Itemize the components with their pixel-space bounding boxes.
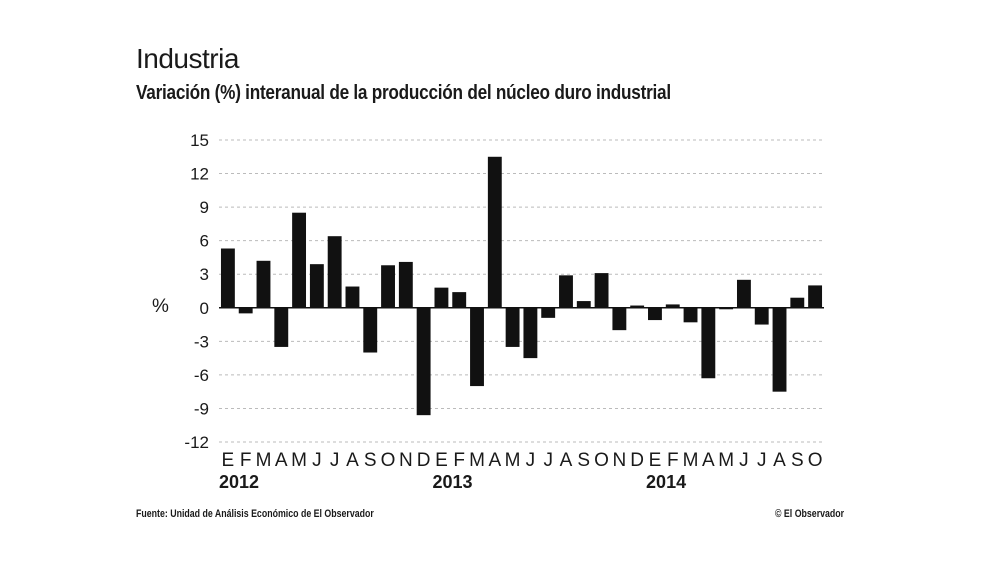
bar (434, 287, 449, 308)
bar (790, 297, 805, 308)
copyright-note: © El Observador (775, 508, 845, 520)
bar (363, 307, 378, 353)
y-tick-label: -3 (194, 332, 209, 351)
bar (452, 292, 467, 308)
x-tick-label: M (683, 450, 699, 471)
x-tick-label: A (346, 450, 359, 471)
bar (487, 156, 502, 308)
bar (220, 248, 235, 308)
bar (594, 273, 609, 308)
x-tick-label: F (453, 450, 465, 471)
x-tick-label: A (488, 450, 501, 471)
x-tick-label: S (791, 450, 804, 471)
bar (541, 307, 556, 318)
bar (416, 307, 431, 416)
bar (559, 275, 573, 308)
x-tick-label: O (594, 450, 609, 471)
x-tick-label: M (469, 450, 485, 471)
bar (665, 304, 680, 308)
bar (345, 286, 360, 308)
x-tick-label: D (630, 450, 644, 471)
y-axis: 15 12 9 6 3 0 -3 -6 -9 -12 (184, 131, 209, 452)
bar (719, 307, 734, 310)
y-tick-label: -6 (194, 366, 209, 385)
bar (523, 307, 538, 359)
x-tick-label: D (417, 450, 431, 471)
bar (612, 307, 627, 331)
x-tick-label: A (702, 450, 715, 471)
x-tick-label: A (275, 450, 288, 471)
x-tick-label: J (757, 450, 767, 471)
year-label: 2013 (433, 472, 473, 492)
bar (238, 307, 253, 314)
x-tick-label: E (435, 450, 448, 471)
x-tick-label: A (773, 450, 786, 471)
y-tick-label: 3 (200, 265, 209, 284)
bar (648, 307, 662, 321)
y-tick-label: 6 (200, 232, 209, 251)
y-tick-label: 15 (190, 131, 209, 150)
x-tick-label: J (312, 450, 322, 471)
y-tick-label: 12 (190, 165, 209, 184)
bar (309, 264, 324, 308)
bar (808, 285, 823, 308)
y-tick-label: -9 (194, 399, 209, 418)
x-tick-label: O (381, 450, 396, 471)
y-tick-label: 0 (200, 299, 209, 318)
bar (381, 265, 395, 308)
x-tick-label: O (808, 450, 823, 471)
bar (470, 307, 484, 387)
bar (576, 301, 591, 308)
x-tick-label: F (667, 450, 679, 471)
bar (772, 307, 787, 392)
bar (398, 261, 413, 308)
x-tick-label: E (222, 450, 235, 471)
x-tick-label: J (543, 450, 553, 471)
x-tick-label: J (739, 450, 749, 471)
bar (274, 307, 289, 347)
bar (754, 307, 769, 325)
bar (292, 212, 307, 308)
x-tick-label: M (291, 450, 307, 471)
bars (220, 156, 823, 416)
y-tick-label: -12 (184, 433, 209, 452)
x-tick-label: M (505, 450, 521, 471)
x-tick-label: E (649, 450, 662, 471)
y-tick-label: 9 (200, 198, 209, 217)
bar (256, 260, 271, 308)
chart-title: Industria (136, 43, 239, 74)
bar (736, 279, 751, 308)
bar (683, 307, 698, 323)
x-tick-label: S (364, 450, 377, 471)
x-tick-label: S (577, 450, 590, 471)
x-tick-label: M (718, 450, 734, 471)
source-note: Fuente: Unidad de Análisis Económico de … (136, 508, 374, 520)
bar (327, 236, 342, 308)
chart-subtitle: Variación (%) interanual de la producció… (136, 82, 671, 104)
gridlines (219, 139, 824, 443)
x-tick-label: A (560, 450, 573, 471)
bar (701, 307, 716, 379)
x-tick-label: N (613, 450, 627, 471)
year-labels: 2012 2013 2014 (219, 472, 686, 492)
bar (505, 307, 520, 347)
year-label: 2012 (219, 472, 259, 492)
x-tick-label: N (399, 450, 413, 471)
x-tick-label: J (330, 450, 340, 471)
y-axis-unit-label: % (152, 296, 169, 317)
year-label: 2014 (646, 472, 686, 492)
x-tick-label: M (256, 450, 272, 471)
bar (630, 305, 645, 308)
x-tick-label: F (240, 450, 252, 471)
x-tick-label: J (526, 450, 536, 471)
